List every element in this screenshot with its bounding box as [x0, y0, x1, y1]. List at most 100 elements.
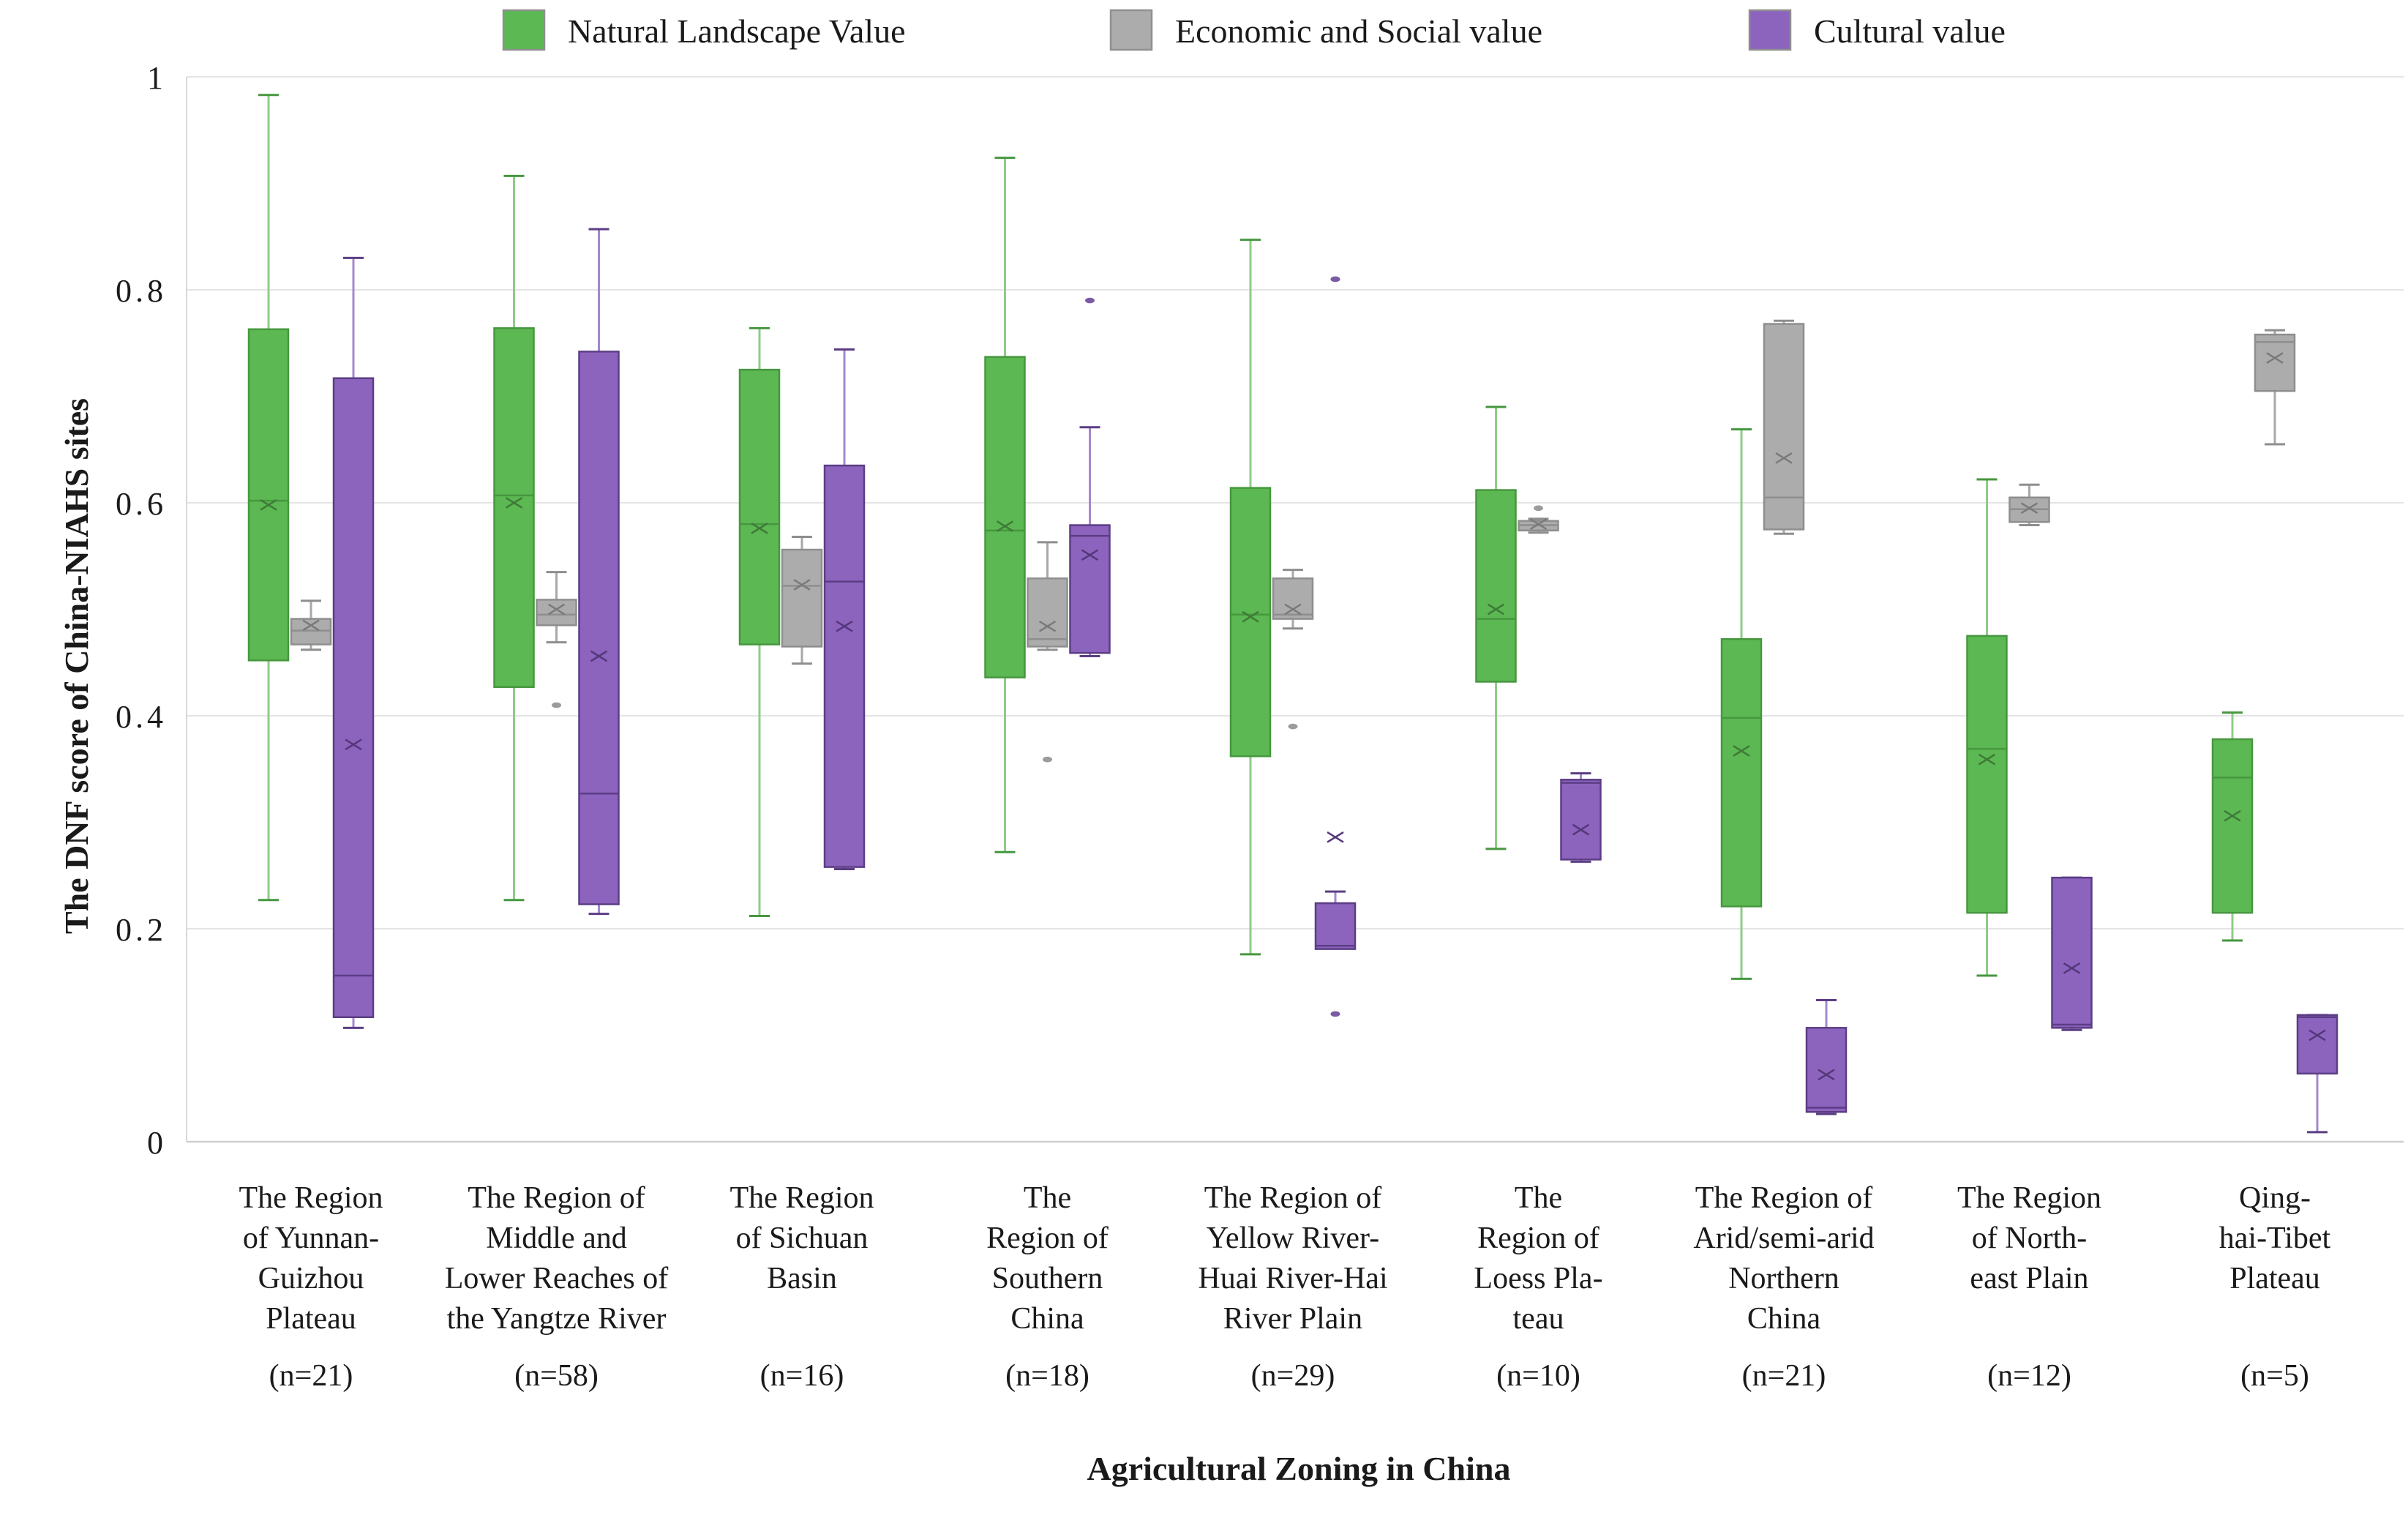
box-iqr — [1763, 323, 1805, 531]
y-tick-0.4: 0.4 — [116, 699, 167, 735]
x-category-label-line: Huai River-Hai — [1198, 1262, 1387, 1295]
box-iqr — [1069, 524, 1111, 654]
x-category-n-label: (n=16) — [760, 1359, 844, 1393]
box-iqr — [493, 327, 535, 688]
mean-marker — [547, 603, 566, 616]
x-category-label-line: The Region — [1957, 1181, 2101, 1215]
boxplot-economic-4 — [1027, 541, 1068, 763]
boxplot-natural-7 — [1720, 428, 1763, 980]
x-category-label-line: Plateau — [266, 1302, 356, 1336]
mean-marker — [1529, 518, 1548, 530]
mean-marker — [302, 619, 320, 632]
mean-marker — [1327, 831, 1344, 843]
boxplot-natural-3 — [738, 326, 781, 918]
x-category-label-line: China — [1010, 1302, 1084, 1336]
x-category-label-line: of North- — [1972, 1222, 2087, 1255]
box-iqr — [2296, 1014, 2338, 1075]
mean-marker — [345, 738, 362, 751]
outlier-point — [1330, 1011, 1340, 1017]
boxplot-natural-9 — [2211, 711, 2254, 942]
boxplot-natural-6 — [1475, 405, 1517, 850]
legend-item-cultural: Cultural value — [1748, 9, 2006, 51]
boxplot-natural-4 — [984, 157, 1026, 853]
outlier-point — [1085, 297, 1095, 304]
x-category-label-line: Loess Pla- — [1474, 1262, 1602, 1295]
x-category-label-line: of Yunnan- — [243, 1222, 379, 1255]
mean-marker — [996, 520, 1014, 532]
mean-marker — [2063, 962, 2081, 974]
boxplot-economic-8 — [2008, 483, 2050, 527]
box-iqr — [1560, 779, 1602, 861]
boxplot-cultural-2 — [578, 228, 620, 916]
box-iqr — [1475, 489, 1517, 683]
box-iqr — [1966, 635, 2008, 914]
x-category-label-line: River Plain — [1223, 1302, 1362, 1336]
mean-marker — [2266, 352, 2284, 364]
boxplot-cultural-4 — [1069, 297, 1111, 658]
mean-marker — [1572, 823, 1590, 836]
x-category-label-line: The Region — [239, 1181, 383, 1215]
box-iqr — [1229, 487, 1272, 758]
x-category-n-label: (n=5) — [2240, 1359, 2309, 1393]
y-tick-0: 0 — [147, 1125, 167, 1161]
x-category-n-label: (n=58) — [514, 1359, 599, 1393]
x-category-label-line: The — [1515, 1181, 1562, 1215]
x-category-label-line: Northern — [1728, 1262, 1839, 1295]
boxplot-cultural-8 — [2051, 876, 2093, 1031]
x-category-label-line: Southern — [992, 1262, 1103, 1295]
axes — [186, 77, 2404, 1143]
x-category-label-line: teau — [1513, 1302, 1564, 1336]
x-category-n-label: (n=29) — [1251, 1359, 1335, 1393]
mean-marker — [1038, 620, 1057, 632]
mean-marker — [751, 523, 768, 534]
box-iqr — [536, 599, 577, 626]
box-iqr — [1027, 577, 1068, 648]
y-tick-0.6: 0.6 — [116, 486, 167, 522]
boxplot-cultural-1 — [332, 256, 375, 1029]
x-category-label-line: hai-Tibet — [2219, 1222, 2331, 1255]
boxplot-economic-6 — [1518, 505, 1559, 534]
x-category-n-label: (n=18) — [1005, 1359, 1089, 1393]
mean-marker — [1081, 549, 1099, 561]
boxplot-economic-9 — [2254, 329, 2296, 446]
box-iqr — [1720, 637, 1763, 908]
mean-marker — [1242, 610, 1259, 623]
y-tick-labels: 1 0.8 0.6 0.4 0.2 0 — [116, 60, 167, 1161]
box-iqr — [984, 356, 1026, 678]
boxplot-economic-7 — [1763, 319, 1805, 535]
boxplot-natural-8 — [1966, 478, 2008, 977]
mean-marker — [836, 620, 853, 632]
x-category-label-line: Region of — [1477, 1222, 1599, 1255]
x-category-n-label: (n=21) — [269, 1359, 353, 1393]
x-category-label-line: The — [1024, 1181, 1071, 1215]
mean-marker — [1775, 452, 1793, 464]
box-iqr — [1805, 1027, 1848, 1113]
x-category-label-line: east Plain — [1970, 1262, 2088, 1295]
box-iqr — [2254, 333, 2296, 392]
x-category-label-line: Plateau — [2229, 1262, 2320, 1295]
boxplot-natural-2 — [493, 174, 535, 902]
mean-marker — [1487, 603, 1505, 616]
x-category-label-line: the Yangtze River — [447, 1302, 667, 1336]
box-iqr — [2051, 876, 2093, 1029]
boxplot-economic-3 — [781, 536, 823, 665]
x-category-n-label: (n=10) — [1496, 1359, 1580, 1393]
box-iqr — [247, 328, 290, 662]
x-category-label-line: Qing- — [2239, 1181, 2311, 1215]
legend: Natural Landscape Value Economic and Soci… — [502, 9, 2006, 51]
x-category-label-line: China — [1747, 1302, 1821, 1336]
outlier-point — [1330, 276, 1340, 283]
boxplot-cultural-9 — [2296, 1014, 2338, 1134]
gridlines — [187, 76, 2404, 929]
legend-label-cultural: Cultural value — [1814, 12, 2006, 50]
x-category-label-line: The Region of — [1695, 1181, 1873, 1215]
x-category-label-line: Basin — [767, 1262, 837, 1295]
boxplot-economic-2 — [536, 571, 577, 708]
mean-marker — [1818, 1069, 1835, 1081]
boxplot-cultural-7 — [1805, 998, 1848, 1115]
boxplot-natural-5 — [1229, 239, 1272, 956]
mean-marker — [2020, 502, 2038, 515]
mean-marker — [793, 579, 811, 591]
box-iqr — [290, 618, 332, 646]
